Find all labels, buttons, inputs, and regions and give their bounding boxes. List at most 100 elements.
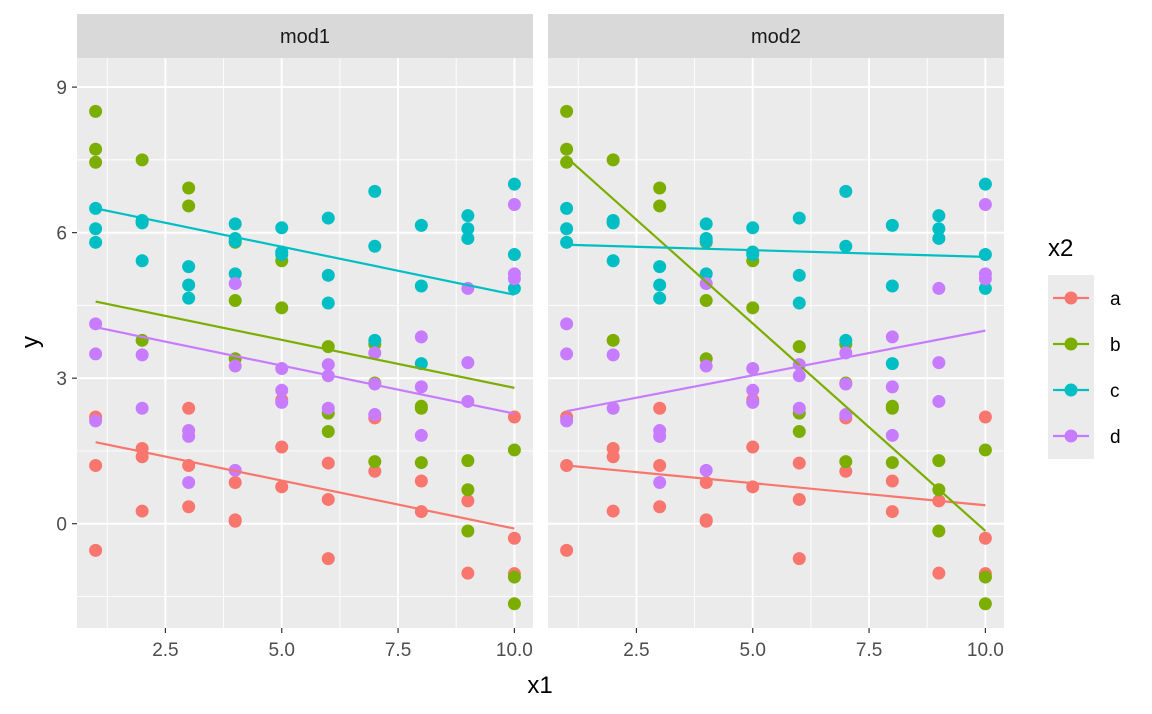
data-point-b bbox=[461, 524, 475, 538]
data-point-c bbox=[507, 247, 521, 261]
data-point-d bbox=[932, 281, 946, 295]
legend-key-point-d bbox=[1064, 429, 1078, 443]
data-point-d bbox=[182, 429, 196, 443]
data-point-b bbox=[653, 199, 667, 213]
data-point-a bbox=[368, 464, 382, 478]
data-point-d bbox=[885, 330, 899, 344]
data-point-c bbox=[653, 278, 667, 292]
data-point-b bbox=[182, 181, 196, 195]
data-point-c bbox=[560, 222, 574, 236]
data-point-b bbox=[275, 301, 289, 315]
legend-label-b: b bbox=[1110, 335, 1121, 356]
data-point-b bbox=[978, 443, 992, 457]
data-point-a bbox=[321, 492, 335, 506]
data-point-a bbox=[228, 475, 242, 489]
data-point-c bbox=[89, 222, 103, 236]
data-point-c bbox=[89, 235, 103, 249]
facet-panel-mod2: mod2 bbox=[548, 14, 1004, 628]
data-point-b bbox=[89, 104, 103, 118]
data-point-c bbox=[699, 234, 713, 248]
data-point-d bbox=[560, 347, 574, 361]
data-point-d bbox=[978, 272, 992, 286]
data-point-a bbox=[746, 440, 760, 454]
data-point-a bbox=[89, 458, 103, 472]
data-point-c bbox=[606, 216, 620, 230]
y-tick-label: 0 bbox=[56, 515, 67, 536]
data-point-a bbox=[414, 474, 428, 488]
data-point-c bbox=[368, 184, 382, 198]
fit-line-a bbox=[95, 441, 515, 530]
data-point-b bbox=[978, 570, 992, 584]
data-point-b bbox=[507, 570, 521, 584]
data-point-b bbox=[135, 153, 149, 167]
fit-line-d bbox=[566, 329, 986, 413]
data-point-b bbox=[792, 425, 806, 439]
data-point-c bbox=[321, 268, 335, 282]
data-point-d bbox=[746, 361, 760, 375]
data-point-a bbox=[182, 500, 196, 514]
data-point-a bbox=[792, 456, 806, 470]
data-point-b bbox=[606, 153, 620, 167]
y-tick-label: 9 bbox=[56, 78, 67, 99]
data-point-c bbox=[932, 231, 946, 245]
data-point-d bbox=[560, 414, 574, 428]
x-tick-label: 10.0 bbox=[967, 640, 1004, 661]
data-point-b bbox=[653, 181, 667, 195]
data-point-a bbox=[228, 514, 242, 528]
data-point-a bbox=[885, 474, 899, 488]
legend-title: x2 bbox=[1048, 235, 1073, 262]
data-point-b bbox=[932, 524, 946, 538]
data-point-c bbox=[932, 222, 946, 236]
data-point-c bbox=[507, 177, 521, 191]
data-point-d bbox=[135, 348, 149, 362]
fit-line-a bbox=[566, 464, 986, 507]
data-point-d bbox=[978, 198, 992, 212]
data-point-d bbox=[228, 277, 242, 291]
data-point-c bbox=[978, 177, 992, 191]
data-point-a bbox=[461, 494, 475, 508]
data-point-d bbox=[792, 401, 806, 415]
data-point-c bbox=[978, 281, 992, 295]
data-point-a bbox=[182, 401, 196, 415]
data-point-c bbox=[228, 217, 242, 231]
data-point-a bbox=[606, 504, 620, 518]
data-point-c bbox=[182, 260, 196, 274]
data-point-a bbox=[978, 410, 992, 424]
data-point-b bbox=[321, 425, 335, 439]
data-point-a bbox=[653, 458, 667, 472]
y-tick-label: 6 bbox=[56, 224, 67, 245]
data-point-a bbox=[978, 531, 992, 545]
data-point-b bbox=[978, 597, 992, 611]
data-point-d bbox=[792, 369, 806, 383]
data-point-d bbox=[368, 346, 382, 360]
data-point-c bbox=[414, 218, 428, 232]
legend-background bbox=[1048, 275, 1094, 459]
data-point-b bbox=[89, 155, 103, 169]
data-point-c bbox=[182, 291, 196, 305]
legend-label-a: a bbox=[1110, 289, 1121, 310]
data-point-c bbox=[414, 279, 428, 293]
data-point-d bbox=[414, 428, 428, 442]
data-point-c bbox=[507, 281, 521, 295]
data-point-c bbox=[746, 221, 760, 235]
y-axis: 0 3 6 9 bbox=[56, 78, 77, 536]
data-point-a bbox=[792, 552, 806, 566]
data-point-a bbox=[321, 552, 335, 566]
data-point-b bbox=[839, 455, 853, 469]
facet-panels: mod1 mod2 bbox=[77, 14, 1004, 628]
data-point-d bbox=[135, 401, 149, 415]
data-point-c bbox=[560, 235, 574, 249]
data-point-c bbox=[321, 296, 335, 310]
legend-key-point-a bbox=[1064, 291, 1078, 305]
data-point-c bbox=[978, 247, 992, 261]
panel-background bbox=[77, 58, 533, 628]
data-point-d bbox=[275, 383, 289, 397]
data-point-d bbox=[368, 408, 382, 422]
data-point-b bbox=[414, 456, 428, 470]
data-point-c bbox=[461, 209, 475, 223]
data-point-a bbox=[606, 450, 620, 464]
data-point-b bbox=[507, 443, 521, 457]
data-point-c bbox=[414, 357, 428, 371]
data-point-a bbox=[932, 566, 946, 580]
